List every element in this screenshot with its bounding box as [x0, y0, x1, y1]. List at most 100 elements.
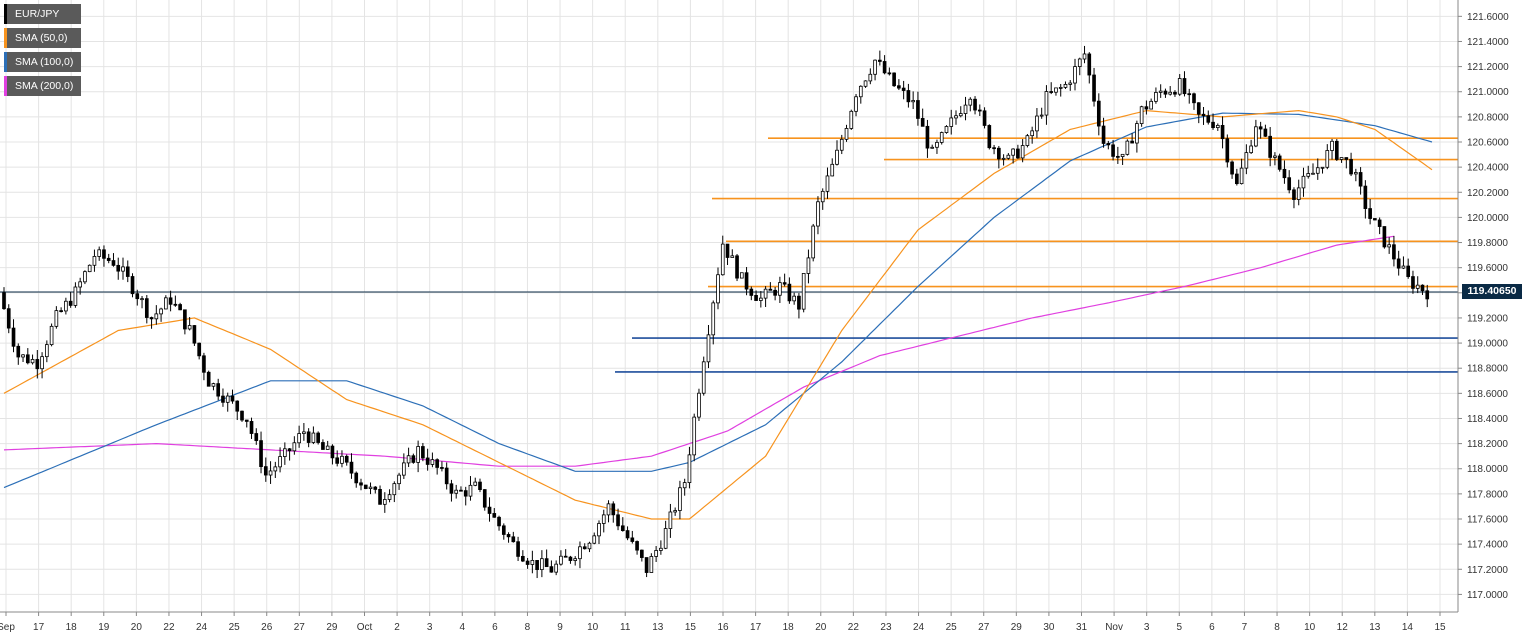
candle-body: [939, 132, 944, 143]
candle-body: [335, 457, 340, 464]
candle-body: [754, 295, 758, 301]
candle-body: [2, 292, 6, 310]
candle-body: [340, 455, 344, 464]
x-tick-label: 8: [525, 622, 531, 633]
candle-body: [487, 506, 492, 514]
candle-body: [1201, 113, 1206, 117]
candle-body: [354, 472, 359, 484]
y-tick-label: 119.6000: [1467, 263, 1508, 274]
candle-body: [716, 274, 720, 304]
candle-body: [1415, 284, 1420, 289]
legend-item-sma200[interactable]: SMA (200,0): [4, 76, 82, 96]
candle-body: [1258, 126, 1263, 130]
candle-body: [221, 395, 225, 403]
candle-body: [406, 455, 411, 464]
candle-body: [187, 325, 192, 330]
candle-body: [1425, 290, 1430, 300]
legend-item-sma50[interactable]: SMA (50,0): [4, 28, 82, 48]
candle-body: [197, 342, 201, 357]
candle-body: [739, 272, 744, 279]
candle-body: [121, 266, 125, 272]
candle-body: [140, 298, 144, 301]
x-tick-label: 18: [66, 622, 78, 633]
x-tick-label: 25: [946, 622, 958, 633]
candle-body: [1101, 125, 1106, 144]
candle-body: [102, 249, 106, 259]
candle-body: [68, 300, 73, 306]
candle-body: [954, 115, 958, 119]
candle-body: [640, 549, 644, 558]
legend-item-sma100[interactable]: SMA (100,0): [4, 52, 82, 72]
candle-body: [673, 510, 677, 513]
candle-body: [563, 555, 568, 558]
x-tick-label: 24: [196, 622, 208, 633]
candle-body: [973, 98, 977, 111]
y-tick-label: 121.2000: [1467, 62, 1509, 73]
candle-body: [692, 416, 697, 456]
candle-body: [278, 456, 282, 468]
candle-body: [697, 392, 701, 418]
candle-body: [849, 110, 854, 129]
candle-body: [744, 272, 749, 290]
candle-body: [240, 410, 244, 421]
candle-body: [216, 383, 221, 397]
candle-body: [321, 442, 325, 450]
candle-body: [1263, 128, 1268, 137]
candle-body: [1215, 125, 1220, 128]
y-tick-label: 118.6000: [1467, 389, 1508, 400]
candle-body: [35, 359, 40, 370]
candle-body: [1330, 140, 1334, 151]
x-tick-label: 3: [427, 622, 433, 633]
candle-body: [1225, 138, 1230, 163]
candle-body: [1196, 102, 1201, 115]
candle-body: [1325, 150, 1330, 168]
sma50-line: [3, 109, 1433, 520]
candle-body: [1249, 145, 1253, 154]
candle-body: [511, 536, 516, 543]
x-tick-label: 15: [1434, 622, 1446, 633]
candle-body: [49, 325, 54, 346]
candle-body: [1211, 121, 1215, 128]
x-tick-label: 30: [1043, 622, 1055, 633]
candle-body: [1396, 258, 1401, 269]
candle-body: [606, 503, 611, 516]
candlesticks: [2, 45, 1430, 579]
candle-body: [92, 256, 97, 266]
candle-body: [1349, 159, 1353, 175]
candle-body: [1401, 265, 1406, 269]
candle-body: [644, 557, 649, 573]
candle-body: [11, 327, 16, 347]
candle-body: [416, 446, 420, 463]
candle-body: [1411, 276, 1415, 289]
candle-body: [1111, 144, 1115, 157]
legend-swatch-sma200: [4, 76, 7, 96]
legend-swatch-eurjpy: [4, 4, 7, 24]
candle-body: [125, 266, 130, 277]
candle-body: [463, 490, 468, 497]
candle-body: [473, 481, 478, 486]
candle-body: [873, 59, 877, 75]
candle-body: [1306, 173, 1311, 177]
candle-body: [1344, 157, 1349, 160]
candle-body: [535, 560, 539, 570]
candle-body: [1139, 106, 1144, 125]
candle-body: [735, 255, 739, 279]
legend-item-eurjpy[interactable]: EUR/JPY: [4, 4, 82, 24]
candle-body: [801, 273, 806, 310]
candle-body: [663, 528, 668, 549]
y-tick-label: 117.8000: [1467, 489, 1508, 500]
candle-body: [149, 317, 154, 320]
candle-body: [1044, 91, 1049, 116]
candle-body: [468, 484, 473, 497]
candle-body: [1368, 208, 1372, 219]
candle-body: [154, 313, 159, 320]
candle-body: [897, 85, 901, 89]
y-tick-label: 117.6000: [1467, 515, 1508, 526]
x-tick-label: Oct: [357, 622, 373, 633]
candle-body: [292, 442, 297, 452]
x-tick-label: 17: [33, 622, 45, 633]
candle-body: [259, 440, 263, 468]
candle-body: [825, 175, 830, 192]
candle-body: [202, 355, 206, 373]
candle-body: [1287, 177, 1292, 191]
